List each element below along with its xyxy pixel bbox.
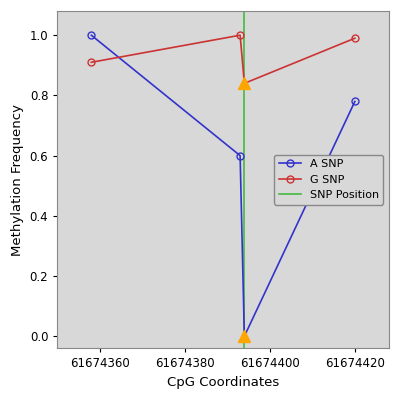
X-axis label: CpG Coordinates: CpG Coordinates <box>167 376 279 389</box>
Y-axis label: Methylation Frequency: Methylation Frequency <box>11 104 24 256</box>
Legend: A SNP, G SNP, SNP Position: A SNP, G SNP, SNP Position <box>274 155 383 205</box>
